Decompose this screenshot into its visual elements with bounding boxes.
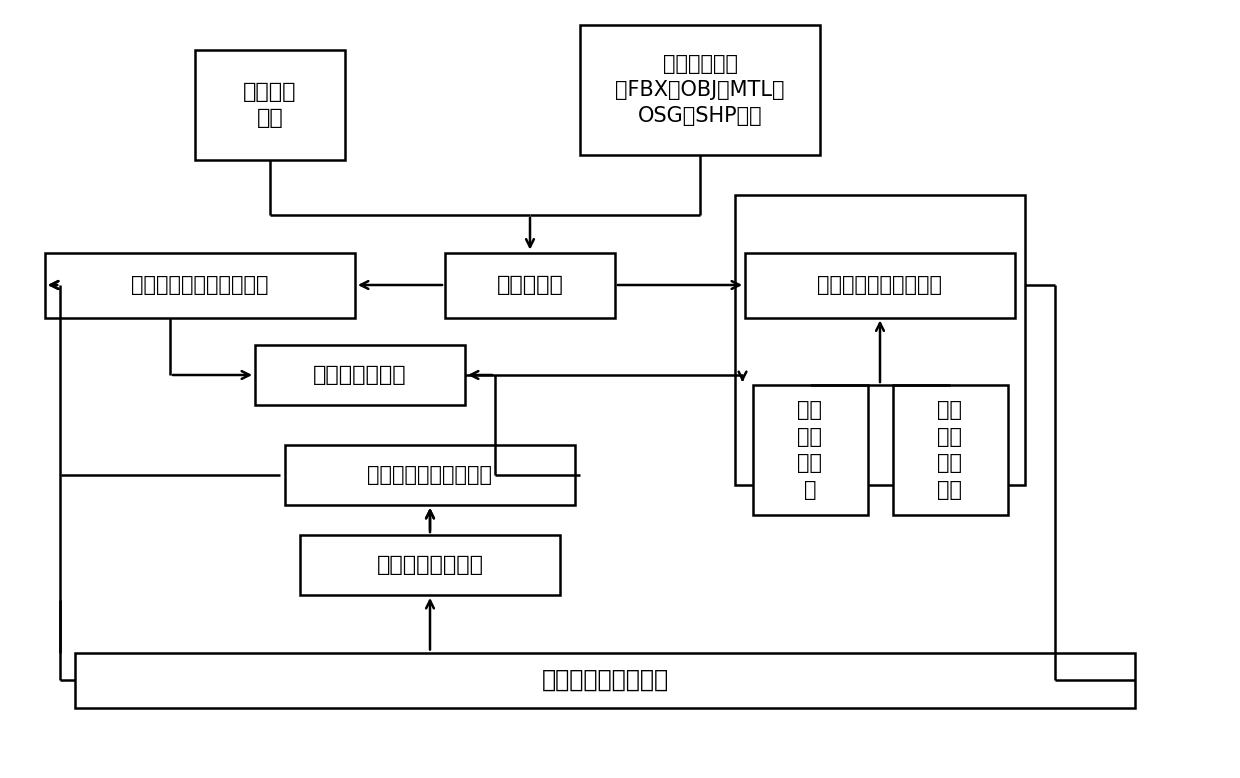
Bar <box>753 385 868 515</box>
Bar <box>45 253 355 317</box>
Bar <box>580 25 820 155</box>
Text: 电力系统在线展示系统: 电力系统在线展示系统 <box>817 275 942 295</box>
Text: 三维
动点
数据
刷新: 三维 动点 数据 刷新 <box>937 401 962 499</box>
Text: 二三维融合: 二三维融合 <box>496 275 563 295</box>
Bar <box>735 195 1025 485</box>
Bar <box>893 385 1007 515</box>
Text: 三维模型文件
（FBX，OBJ，MTL，
OSG，SHP等）: 三维模型文件 （FBX，OBJ，MTL， OSG，SHP等） <box>615 54 785 126</box>
Bar <box>195 50 345 160</box>
Bar <box>445 253 615 317</box>
Bar <box>300 535 560 595</box>
Text: 三维动点配置信息文件: 三维动点配置信息文件 <box>367 465 492 485</box>
Bar <box>74 653 1135 707</box>
Bar <box>745 253 1016 317</box>
Bar <box>255 345 465 405</box>
Text: 二三
维智
能联
动: 二三 维智 能联 动 <box>797 401 822 499</box>
Text: 电力系统二维画面编辑器: 电力系统二维画面编辑器 <box>131 275 269 295</box>
Text: 二三维画面文件: 二三维画面文件 <box>314 365 407 385</box>
Text: 数据库（注册回调）: 数据库（注册回调） <box>542 668 668 692</box>
Text: 二维接线
画面: 二维接线 画面 <box>243 82 296 128</box>
Text: 三维动点配置工具: 三维动点配置工具 <box>377 555 484 575</box>
Bar <box>285 445 575 505</box>
